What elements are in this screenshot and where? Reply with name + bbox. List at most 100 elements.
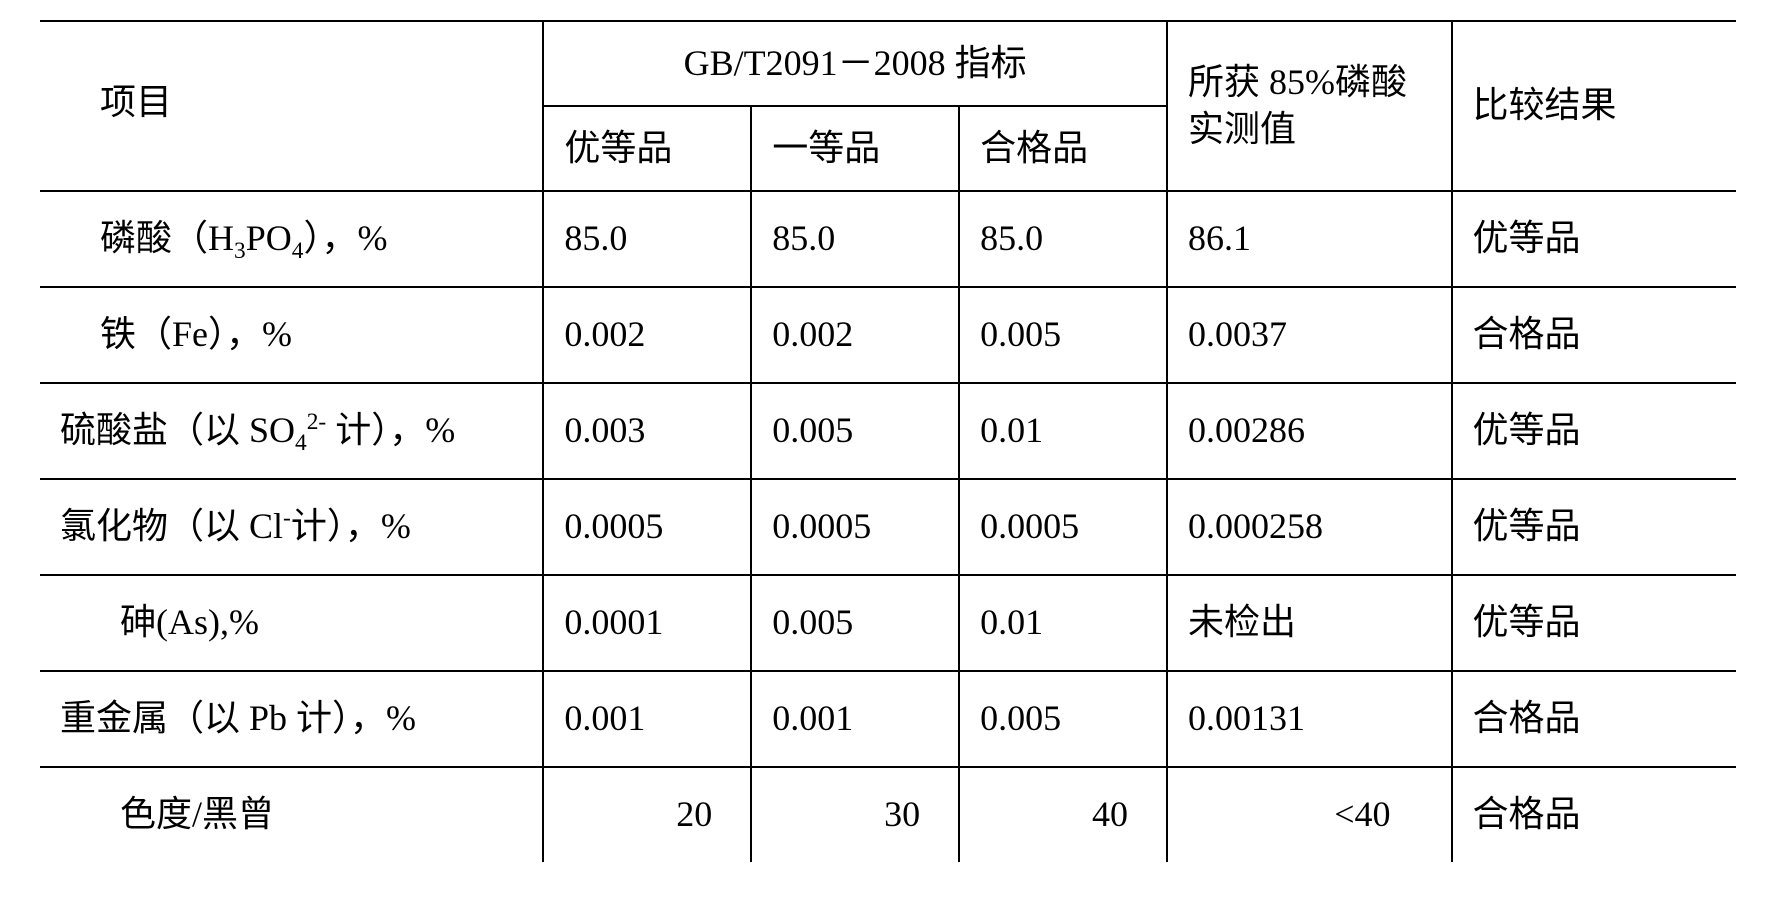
- cell-qualified: 85.0: [959, 191, 1167, 287]
- value-first: 85.0: [772, 218, 835, 258]
- header-grade-qualified: 合格品: [959, 106, 1167, 191]
- cell-superior: 0.003: [543, 383, 751, 479]
- cell-result: 优等品: [1452, 191, 1737, 287]
- header-measured-label: 所获 85%磷酸实测值: [1188, 62, 1407, 149]
- cell-item: 磷酸（H3PO4），%: [40, 191, 543, 287]
- header-grade-superior: 优等品: [543, 106, 751, 191]
- value-qualified: 0.005: [980, 698, 1061, 738]
- cell-measured: 86.1: [1167, 191, 1451, 287]
- item-label: 磷酸（H3PO4），%: [100, 218, 387, 258]
- cell-first: 85.0: [751, 191, 959, 287]
- value-first: 0.0005: [772, 506, 871, 546]
- value-result: 合格品: [1473, 794, 1581, 834]
- cell-item: 砷(As),%: [40, 575, 543, 671]
- header-grade-first: 一等品: [751, 106, 959, 191]
- header-grade-superior-label: 优等品: [564, 128, 672, 168]
- spec-table: 项目 GB/T2091－2008 指标 所获 85%磷酸实测值 比较结果: [40, 20, 1736, 862]
- value-result: 优等品: [1473, 506, 1581, 546]
- page-container: 项目 GB/T2091－2008 指标 所获 85%磷酸实测值 比较结果: [0, 0, 1776, 900]
- header-result: 比较结果: [1452, 21, 1737, 191]
- cell-qualified: 0.005: [959, 671, 1167, 767]
- table-row: 色度/黑曾 20 30 40 <40 合格品: [40, 767, 1736, 862]
- value-superior: 0.002: [564, 314, 645, 354]
- value-qualified: 85.0: [980, 218, 1043, 258]
- cell-result: 合格品: [1452, 767, 1737, 862]
- table-row: 砷(As),% 0.0001 0.005 0.01 未检出 优等品: [40, 575, 1736, 671]
- header-measured: 所获 85%磷酸实测值: [1167, 21, 1451, 191]
- value-qualified: 40: [1092, 794, 1128, 834]
- value-qualified: 0.0005: [980, 506, 1079, 546]
- cell-superior: 0.001: [543, 671, 751, 767]
- value-measured: 0.00286: [1188, 410, 1305, 450]
- cell-qualified: 0.005: [959, 287, 1167, 383]
- value-superior: 85.0: [564, 218, 627, 258]
- cell-result: 优等品: [1452, 575, 1737, 671]
- cell-measured: 未检出: [1167, 575, 1451, 671]
- value-qualified: 0.01: [980, 602, 1043, 642]
- header-item: 项目: [40, 21, 543, 191]
- cell-result: 优等品: [1452, 479, 1737, 575]
- value-first: 0.005: [772, 602, 853, 642]
- table-row: 重金属（以 Pb 计），% 0.001 0.001 0.005 0.00131 合格品: [40, 671, 1736, 767]
- value-result: 优等品: [1473, 410, 1581, 450]
- header-grade-qualified-label: 合格品: [980, 128, 1088, 168]
- table-row: 磷酸（H3PO4），% 85.0 85.0 85.0 86.1 优等品: [40, 191, 1736, 287]
- value-superior: 0.001: [564, 698, 645, 738]
- value-qualified: 0.005: [980, 314, 1061, 354]
- item-label: 色度/黑曾: [120, 794, 274, 834]
- header-result-label: 比较结果: [1473, 85, 1617, 125]
- value-measured: 0.00131: [1188, 698, 1305, 738]
- table-row: 铁（Fe），% 0.002 0.002 0.005 0.0037 合格品: [40, 287, 1736, 383]
- cell-superior: 20: [543, 767, 751, 862]
- table-row: 硫酸盐（以 SO42- 计），% 0.003 0.005 0.01 0.00286 优等品: [40, 383, 1736, 479]
- value-measured: 86.1: [1188, 218, 1251, 258]
- cell-superior: 85.0: [543, 191, 751, 287]
- cell-superior: 0.0001: [543, 575, 751, 671]
- cell-superior: 0.002: [543, 287, 751, 383]
- cell-qualified: 40: [959, 767, 1167, 862]
- value-result: 优等品: [1473, 218, 1581, 258]
- header-grade-first-label: 一等品: [772, 128, 880, 168]
- cell-first: 0.002: [751, 287, 959, 383]
- cell-item: 铁（Fe），%: [40, 287, 543, 383]
- value-superior: 0.0005: [564, 506, 663, 546]
- cell-qualified: 0.0005: [959, 479, 1167, 575]
- value-first: 0.005: [772, 410, 853, 450]
- item-label: 硫酸盐（以 SO42- 计），%: [60, 410, 455, 450]
- header-standard: GB/T2091－2008 指标: [543, 21, 1167, 106]
- value-qualified: 0.01: [980, 410, 1043, 450]
- value-measured: 未检出: [1188, 602, 1296, 642]
- cell-item: 色度/黑曾: [40, 767, 543, 862]
- value-measured: 0.0037: [1188, 314, 1287, 354]
- cell-result: 合格品: [1452, 287, 1737, 383]
- value-measured: <40: [1334, 794, 1390, 834]
- header-standard-label: GB/T2091－2008 指标: [684, 43, 1027, 83]
- item-label: 重金属（以 Pb 计），%: [60, 698, 416, 738]
- item-label: 氯化物（以 Cl-计），%: [60, 506, 411, 546]
- cell-measured: 0.000258: [1167, 479, 1451, 575]
- cell-measured: 0.00131: [1167, 671, 1451, 767]
- cell-superior: 0.0005: [543, 479, 751, 575]
- value-result: 合格品: [1473, 698, 1581, 738]
- cell-first: 0.0005: [751, 479, 959, 575]
- cell-result: 优等品: [1452, 383, 1737, 479]
- cell-first: 0.001: [751, 671, 959, 767]
- cell-qualified: 0.01: [959, 575, 1167, 671]
- cell-first: 0.005: [751, 383, 959, 479]
- value-superior: 0.0001: [564, 602, 663, 642]
- table-header-row-1: 项目 GB/T2091－2008 指标 所获 85%磷酸实测值 比较结果: [40, 21, 1736, 106]
- value-first: 30: [884, 794, 920, 834]
- item-label: 铁（Fe），%: [100, 314, 292, 354]
- cell-first: 0.005: [751, 575, 959, 671]
- value-measured: 0.000258: [1188, 506, 1323, 546]
- cell-item: 氯化物（以 Cl-计），%: [40, 479, 543, 575]
- value-first: 0.002: [772, 314, 853, 354]
- cell-measured: 0.0037: [1167, 287, 1451, 383]
- cell-qualified: 0.01: [959, 383, 1167, 479]
- value-first: 0.001: [772, 698, 853, 738]
- value-superior: 0.003: [564, 410, 645, 450]
- header-item-label: 项目: [100, 82, 172, 122]
- cell-item: 重金属（以 Pb 计），%: [40, 671, 543, 767]
- cell-measured: 0.00286: [1167, 383, 1451, 479]
- cell-first: 30: [751, 767, 959, 862]
